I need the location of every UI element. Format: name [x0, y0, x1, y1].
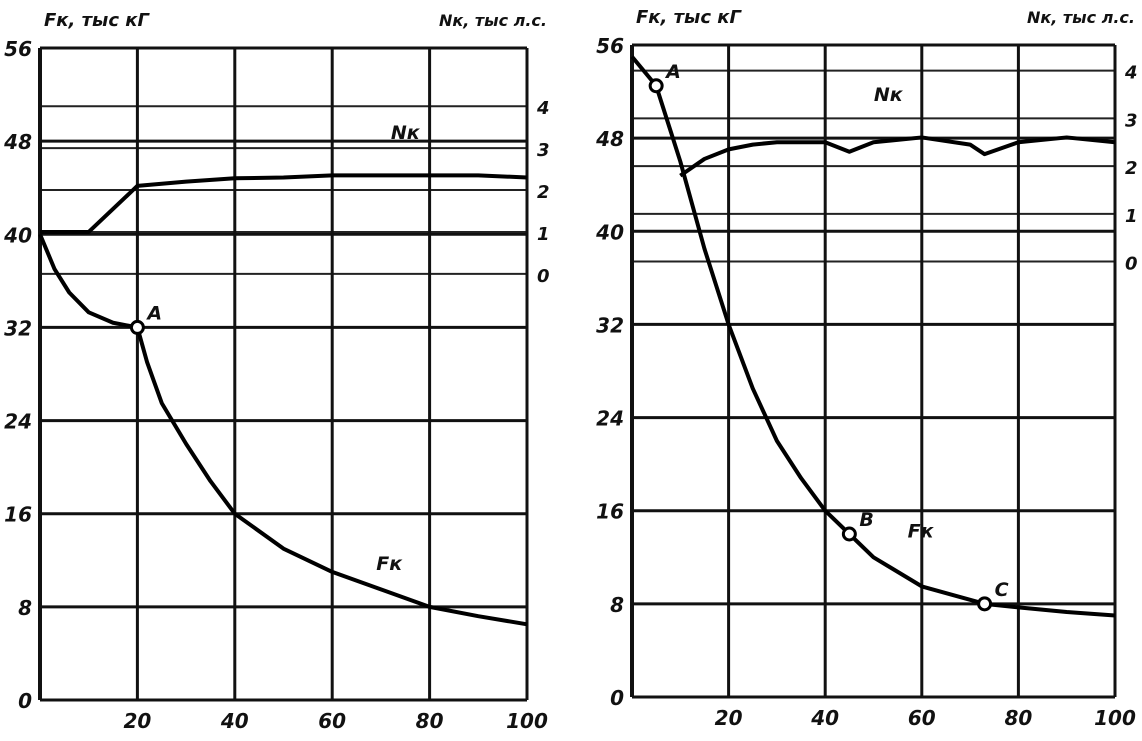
- y-tick-label: 56: [596, 34, 624, 58]
- y-axis-label-right: Nк, тыс л.с.: [439, 11, 547, 30]
- y-tick-label: 0: [18, 689, 32, 713]
- y-tick-label: 8: [610, 593, 624, 617]
- x-tick-label: 40: [220, 709, 249, 733]
- y-axis-label-left: Fк, тыс кГ: [44, 10, 150, 31]
- annotation-label: B: [859, 509, 873, 531]
- point-marker: [129, 319, 145, 335]
- chart-panel-1: 0 8 16 24 32 40 48 56 0 1 2 3 4 20 40 60 80 100 Fк, тыс кГ…: [3, 10, 549, 733]
- y-axis-label-right: Nк, тыс л.с.: [1027, 8, 1135, 27]
- point-marker: [977, 596, 993, 612]
- y-tick-label: 40: [595, 220, 624, 244]
- y2-tick-label: 3: [537, 140, 550, 161]
- y-tick-label: 16: [4, 503, 32, 527]
- x-tick-label: 80: [416, 709, 444, 733]
- annotation-label: Nк: [391, 122, 421, 144]
- point-marker: [648, 78, 664, 94]
- series-line-fk: [630, 55, 1116, 618]
- x-tick-label: 20: [715, 706, 743, 730]
- x-tick-label: 100: [506, 709, 548, 733]
- y2-tick-label: 0: [1125, 254, 1138, 275]
- y2-tick-label: 1: [1125, 206, 1138, 227]
- annotation-label: A: [145, 302, 162, 324]
- chart-panel-2: 0 8 16 24 32 40 48 56 0 1 2 3 4 20 40 60 80 100 Fк, тыс кГ…: [595, 7, 1137, 730]
- x-tick-label: 20: [123, 709, 151, 733]
- x-tick-label: 100: [1094, 706, 1136, 730]
- y-tick-label: 8: [18, 596, 32, 620]
- x-tick-label: 80: [1004, 706, 1032, 730]
- series-line-fk: [38, 233, 528, 627]
- annotation-label: Fк: [376, 553, 403, 575]
- annotation-label: Fк: [908, 521, 935, 543]
- x-tick-label: 60: [908, 706, 936, 730]
- y2-tick-label: 4: [1124, 63, 1138, 84]
- annotation-label: Nк: [874, 84, 904, 106]
- y2-tick-label: 2: [537, 182, 550, 203]
- y-tick-label: 0: [610, 686, 624, 710]
- y-tick-label: 24: [596, 407, 624, 431]
- y-tick-label: 56: [4, 37, 32, 61]
- y-tick-label: 48: [3, 130, 32, 154]
- annotation-label: C: [995, 579, 1009, 601]
- y-tick-label: 16: [596, 500, 624, 524]
- y2-tick-label: 4: [536, 98, 550, 119]
- x-tick-label: 40: [810, 706, 839, 730]
- y-tick-label: 40: [3, 223, 32, 247]
- x-tick-label: 60: [318, 709, 346, 733]
- y-tick-label: 32: [4, 316, 32, 340]
- y-tick-label: 48: [595, 127, 624, 151]
- y2-tick-label: 0: [537, 266, 550, 287]
- y-tick-label: 24: [4, 410, 32, 434]
- annotation-label: A: [664, 61, 681, 83]
- y-axis-label-left: Fк, тыс кГ: [636, 7, 742, 28]
- y2-tick-label: 3: [1125, 110, 1138, 131]
- y2-tick-label: 2: [1125, 158, 1138, 179]
- y-tick-label: 32: [596, 313, 624, 337]
- point-marker: [841, 526, 857, 542]
- series-line-nk: [679, 135, 1116, 178]
- series-line-nk: [40, 173, 528, 234]
- y2-tick-label: 1: [537, 224, 550, 245]
